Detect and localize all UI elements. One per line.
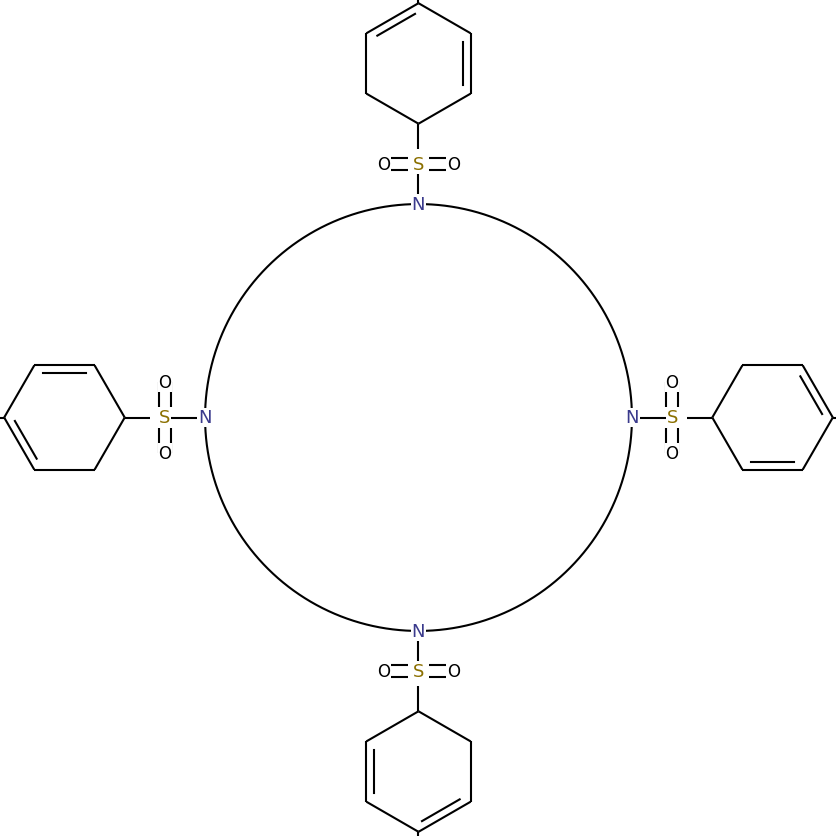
Text: O: O <box>665 444 678 462</box>
Text: N: N <box>411 622 425 640</box>
Text: O: O <box>446 662 460 681</box>
Text: S: S <box>412 155 424 174</box>
Text: O: O <box>376 662 390 681</box>
Text: O: O <box>376 155 390 174</box>
Text: N: N <box>624 409 638 427</box>
Text: O: O <box>158 444 171 462</box>
Text: S: S <box>665 409 677 427</box>
Text: O: O <box>446 155 460 174</box>
Text: N: N <box>411 196 425 214</box>
Text: O: O <box>158 374 171 392</box>
Text: S: S <box>159 409 171 427</box>
Text: O: O <box>665 374 678 392</box>
Text: N: N <box>198 409 212 427</box>
Text: S: S <box>412 662 424 681</box>
